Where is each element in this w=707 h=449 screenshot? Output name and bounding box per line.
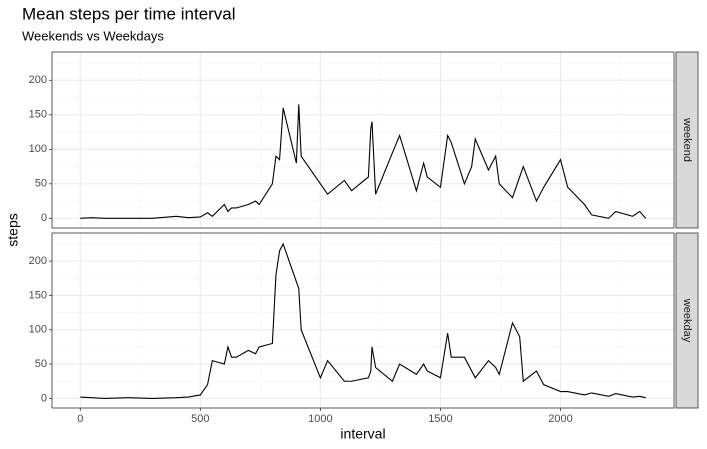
x-tick-label: 0 bbox=[77, 413, 83, 425]
data-line bbox=[80, 242, 646, 399]
facet-strip bbox=[675, 51, 699, 229]
facet-strip bbox=[675, 232, 699, 409]
panel-border bbox=[51, 232, 675, 409]
y-tick-label: 0 bbox=[41, 392, 47, 404]
y-tick-label: 200 bbox=[29, 74, 47, 86]
x-tick-label: 500 bbox=[191, 413, 209, 425]
y-tick-label: 200 bbox=[29, 255, 47, 267]
y-tick-label: 100 bbox=[29, 143, 47, 155]
facet-label: weekend bbox=[681, 117, 693, 162]
x-tick-label: 1500 bbox=[428, 413, 452, 425]
y-tick-label: 50 bbox=[35, 178, 47, 190]
data-line bbox=[80, 104, 647, 219]
chart-subtitle: Weekends vs Weekdays bbox=[22, 28, 164, 43]
y-tick-label: 100 bbox=[29, 324, 47, 336]
x-tick-label: 2000 bbox=[548, 413, 572, 425]
y-tick-label: 150 bbox=[29, 109, 47, 121]
panel-background bbox=[52, 52, 674, 228]
y-tick-label: 50 bbox=[35, 358, 47, 370]
x-axis-label: interval bbox=[340, 426, 385, 442]
y-tick-label: 0 bbox=[41, 212, 47, 224]
panel-border bbox=[51, 51, 675, 229]
facet-label: weekday bbox=[681, 298, 693, 343]
chart-title: Mean steps per time interval bbox=[22, 4, 236, 23]
y-tick-label: 150 bbox=[29, 289, 47, 301]
y-axis-label: steps bbox=[5, 213, 21, 246]
x-tick-label: 1000 bbox=[308, 413, 332, 425]
panel-background bbox=[52, 233, 674, 408]
